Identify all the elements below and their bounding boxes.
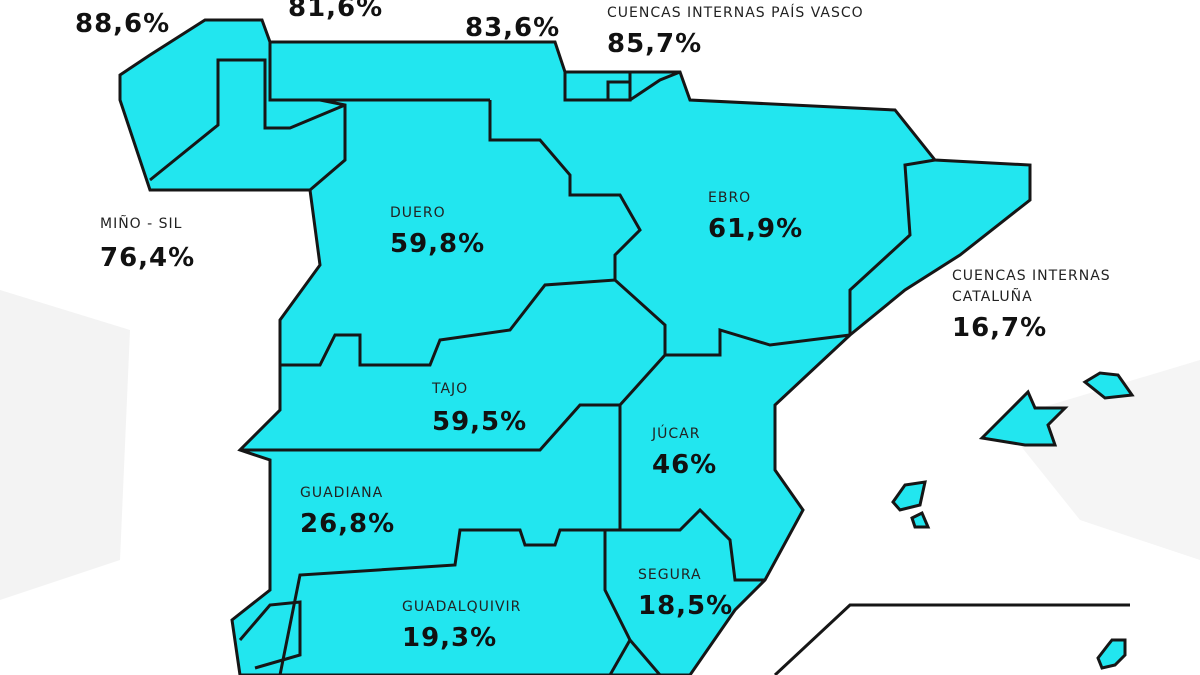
- region-value: 16,7%: [952, 313, 1047, 343]
- region-name: SEGURA: [638, 567, 702, 583]
- region-border: [665, 327, 851, 357]
- region-value: 61,9%: [708, 214, 803, 244]
- region-name: MIÑO - SIL: [100, 215, 182, 232]
- region-value: 76,4%: [100, 243, 195, 273]
- region-value: 59,8%: [390, 229, 485, 259]
- region-border: [278, 507, 765, 675]
- region-border: [629, 70, 681, 102]
- region-value: 59,5%: [432, 407, 527, 437]
- region-border: [238, 600, 302, 670]
- region-border: [848, 158, 936, 335]
- coast-line: [773, 603, 1130, 675]
- region-value: 88,6%: [75, 9, 170, 39]
- background-shape: [0, 290, 130, 600]
- region-value: 46%: [652, 450, 717, 480]
- region-value: 83,6%: [465, 13, 560, 43]
- region-value: 26,8%: [300, 509, 395, 539]
- region-border: [149, 58, 346, 182]
- region-border: [606, 80, 630, 100]
- region-name: DUERO: [390, 205, 446, 221]
- region-name: GUADIANA: [300, 485, 383, 501]
- region-border: [608, 639, 632, 675]
- region-border: [280, 278, 667, 367]
- region-name: JÚCAR: [651, 424, 700, 442]
- region-name: TAJO: [431, 381, 468, 397]
- island: [978, 389, 1069, 447]
- peninsula: [118, 18, 1032, 675]
- region-border: [618, 353, 667, 407]
- region-border: [488, 100, 642, 280]
- region-border: [309, 98, 490, 192]
- region-border: [268, 42, 320, 102]
- region-value: 19,3%: [402, 623, 497, 653]
- region-border: [603, 530, 662, 675]
- region-value: 85,7%: [607, 29, 702, 59]
- region-name: CUENCAS INTERNAS PAÍS VASCO: [607, 4, 864, 21]
- region-name: CATALUÑA: [952, 288, 1033, 305]
- region-border: [563, 72, 632, 102]
- island: [910, 510, 931, 529]
- region-value: 18,5%: [638, 591, 733, 621]
- island: [1082, 371, 1135, 400]
- region-name: CUENCAS INTERNAS: [952, 268, 1111, 284]
- region-border: [240, 403, 620, 452]
- region-name: EBRO: [708, 190, 751, 206]
- region-value: 81,6%: [288, 0, 383, 23]
- island: [1096, 638, 1127, 670]
- region-name: GUADALQUIVIR: [402, 599, 521, 615]
- island: [891, 480, 927, 512]
